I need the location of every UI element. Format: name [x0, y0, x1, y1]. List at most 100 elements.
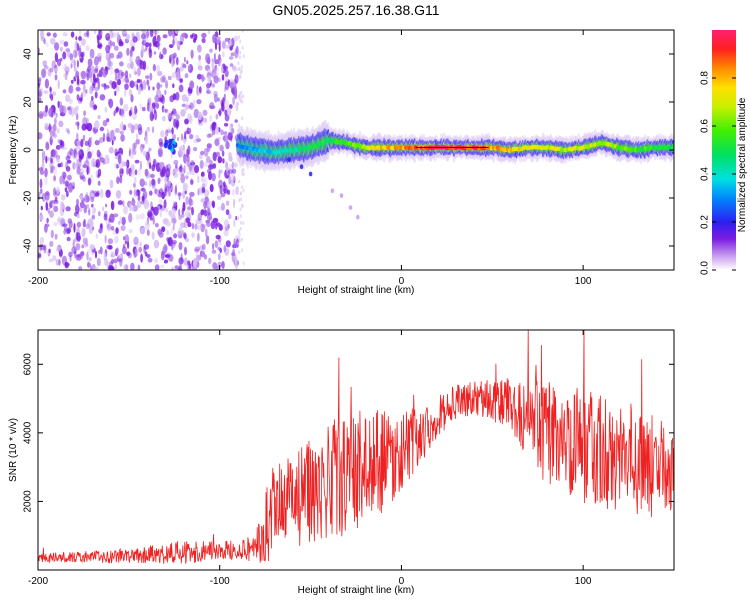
noise-speck	[97, 180, 101, 186]
noise-speck	[131, 32, 135, 37]
noise-speck	[65, 166, 71, 172]
noise-speck	[97, 80, 101, 90]
snr-x-tick-label: -100	[210, 576, 230, 587]
noise-speck	[218, 242, 222, 247]
noise-speck	[79, 97, 83, 102]
noise-speck	[158, 138, 163, 146]
noise-speck	[190, 34, 194, 39]
noise-speck	[121, 30, 127, 35]
noise-speck	[188, 196, 192, 206]
noise-speck	[201, 74, 205, 83]
noise-speck	[241, 116, 244, 121]
noise-speck	[115, 164, 119, 169]
noise-speck	[68, 86, 72, 94]
signal-core	[671, 144, 674, 150]
noise-speck	[173, 111, 178, 117]
noise-speck	[92, 207, 97, 214]
noise-speck	[197, 232, 200, 242]
noise-speck	[241, 168, 244, 173]
noise-speck	[98, 211, 101, 217]
noise-speck	[118, 163, 122, 169]
noise-speck	[164, 183, 167, 193]
noise-speck	[125, 33, 131, 40]
noise-speck	[211, 58, 214, 62]
noise-speck	[229, 81, 234, 90]
noise-speck	[222, 158, 225, 164]
noise-speck	[84, 140, 90, 146]
noise-speck	[159, 208, 162, 218]
noise-speck	[218, 169, 221, 179]
noise-speck	[60, 57, 63, 62]
noise-speck	[234, 49, 239, 59]
noise-speck	[85, 223, 91, 230]
noise-speck	[48, 258, 53, 263]
noise-speck	[169, 44, 174, 49]
noise-speck	[129, 203, 132, 212]
noise-speck	[44, 122, 49, 130]
noise-speck	[127, 123, 133, 128]
noise-speck	[119, 130, 124, 135]
noise-speck	[170, 185, 175, 191]
noise-speck	[113, 258, 118, 264]
noise-speck	[142, 60, 147, 71]
noise-speck	[152, 86, 155, 91]
noise-speck	[149, 217, 154, 221]
noise-speck	[145, 151, 150, 161]
noise-speck	[167, 143, 172, 150]
noise-speck	[144, 135, 149, 145]
noise-speck	[157, 40, 160, 51]
noise-speck	[164, 176, 167, 184]
noise-speck	[219, 144, 224, 152]
noise-speck	[80, 70, 87, 80]
noise-speck	[43, 90, 49, 94]
noise-speck	[120, 134, 125, 142]
noise-speck	[200, 177, 205, 183]
noise-speck	[214, 126, 220, 135]
noise-speck	[45, 201, 48, 211]
noise-speck	[184, 222, 188, 229]
noise-speck	[148, 180, 152, 188]
noise-speck	[105, 218, 110, 229]
noise-speck	[86, 165, 91, 175]
noise-speck	[52, 32, 57, 38]
noise-speck	[136, 79, 141, 83]
noise-speck	[171, 208, 177, 215]
noise-speck	[146, 66, 149, 70]
noise-speck	[225, 161, 229, 170]
noise-speck	[235, 186, 239, 196]
noise-speck	[209, 184, 214, 193]
noise-speck	[241, 237, 243, 242]
noise-speck	[89, 244, 96, 250]
noise-speck	[64, 180, 70, 187]
noise-speck	[184, 132, 187, 140]
noise-speck	[189, 114, 193, 124]
noise-speck	[183, 56, 186, 63]
noise-speck	[156, 70, 163, 77]
noise-speck	[154, 188, 158, 195]
noise-speck	[194, 223, 198, 230]
noise-speck	[113, 45, 119, 51]
noise-speck	[109, 30, 114, 39]
noise-speck	[197, 224, 202, 231]
noise-speck	[151, 231, 155, 240]
noise-speck	[192, 99, 196, 109]
noise-speck	[40, 205, 43, 211]
noise-speck	[211, 122, 216, 131]
noise-speck	[178, 242, 183, 251]
noise-speck	[154, 258, 159, 264]
noise-speck	[194, 246, 200, 252]
noise-speck	[149, 190, 153, 196]
noise-speck	[218, 179, 223, 189]
noise-speck	[147, 159, 150, 167]
noise-speck	[181, 94, 187, 102]
noise-speck	[231, 87, 235, 96]
noise-speck	[178, 84, 184, 93]
noise-speck	[62, 32, 68, 37]
noise-speck	[47, 249, 51, 257]
noise-speck	[234, 85, 237, 90]
noise-speck	[139, 103, 143, 110]
noise-speck	[50, 94, 54, 101]
noise-speck	[54, 196, 58, 203]
noise-speck	[166, 129, 172, 134]
noise-speck	[99, 126, 105, 132]
